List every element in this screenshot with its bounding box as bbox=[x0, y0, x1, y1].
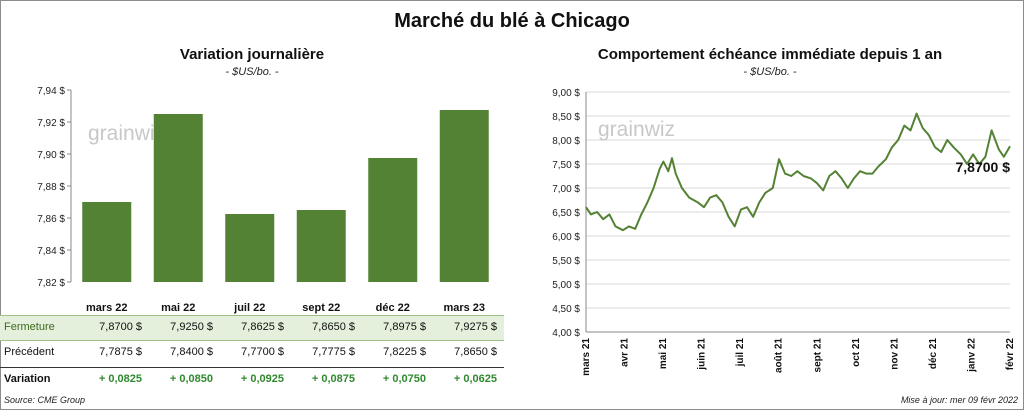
table-cell: 7,7875 $ bbox=[99, 346, 142, 358]
x-tick-label: févr 22 bbox=[1005, 338, 1016, 371]
line-chart-title: Comportement échéance immédiate depuis 1… bbox=[597, 46, 943, 63]
table-cell: 7,8625 $ bbox=[241, 321, 284, 333]
x-tick-label: juin 21 bbox=[697, 338, 708, 371]
bar bbox=[439, 110, 489, 282]
y-tick-label: 9,00 $ bbox=[552, 88, 580, 99]
x-tick-label: mars 22 bbox=[86, 302, 128, 314]
y-tick-label: 7,88 $ bbox=[37, 182, 65, 193]
x-tick-label: juil 21 bbox=[735, 338, 746, 368]
y-tick-label: 7,84 $ bbox=[37, 246, 65, 257]
x-tick-label: mai 22 bbox=[161, 302, 195, 314]
y-tick-label: 4,50 $ bbox=[552, 304, 580, 315]
bar bbox=[296, 210, 346, 282]
y-tick-label: 7,86 $ bbox=[37, 214, 65, 225]
y-tick-label: 8,50 $ bbox=[552, 112, 580, 123]
y-tick-label: 6,00 $ bbox=[552, 232, 580, 243]
bar bbox=[368, 158, 418, 282]
x-tick-label: déc 22 bbox=[376, 302, 410, 314]
bar-chart-subtitle: - $US/bo. - bbox=[225, 66, 279, 78]
x-tick-label: oct 21 bbox=[851, 338, 862, 367]
table-cell: + 0,0925 bbox=[240, 373, 284, 385]
x-tick-label: mars 21 bbox=[581, 338, 592, 376]
table-row-close: Fermeture 7,8700 $ 7,9250 $ 7,8625 $ 7,8… bbox=[0, 315, 504, 341]
table-cell: 7,9250 $ bbox=[170, 321, 213, 333]
line-chart: 4,00 $ 4,50 $ 5,00 $ 5,50 $ 6,00 $ 6,50 $ 7,00… bbox=[552, 88, 1016, 376]
table-cell: 7,8400 $ bbox=[170, 346, 213, 358]
table-cell: 7,8975 $ bbox=[383, 321, 426, 333]
watermark: grainwiz bbox=[598, 118, 675, 141]
y-tick-label: 7,82 $ bbox=[37, 278, 65, 289]
table-cell: 7,7700 $ bbox=[241, 346, 284, 358]
x-tick-label: mars 23 bbox=[443, 302, 485, 314]
x-tick-label: avr 21 bbox=[620, 338, 631, 367]
watermark: grainwiz bbox=[88, 122, 165, 145]
y-tick-label: 7,50 $ bbox=[552, 160, 580, 171]
y-tick-label: 7,00 $ bbox=[552, 184, 580, 195]
table-row-variation: Variation + 0,0825 + 0,0850 + 0,0925 + 0… bbox=[0, 367, 504, 392]
table-cell: + 0,0850 bbox=[169, 373, 213, 385]
bar-chart-title: Variation journalière bbox=[179, 46, 325, 63]
update-note: Mise à jour: mer 09 févr 2022 bbox=[900, 395, 1018, 405]
x-tick-label: nov 21 bbox=[889, 338, 900, 370]
y-tick-label: 5,50 $ bbox=[552, 256, 580, 267]
table-row-previous: Précédent 7,7875 $ 7,8400 $ 7,7700 $ 7,7… bbox=[0, 341, 504, 365]
bar-chart: 7,82 $ 7,84 $ 7,86 $ 7,88 $ 7,90 $ 7,92 $ 7,94… bbox=[37, 86, 489, 314]
x-tick-label: mai 21 bbox=[658, 338, 669, 370]
row-label: Fermeture bbox=[4, 321, 55, 333]
y-tick-label: 6,50 $ bbox=[552, 208, 580, 219]
x-tick-label: janv 22 bbox=[966, 338, 977, 373]
main-title: Marché du blé à Chicago bbox=[394, 10, 630, 32]
x-tick-label: juil 22 bbox=[233, 302, 265, 314]
x-tick-label: août 21 bbox=[774, 338, 785, 373]
source-note: Source: CME Group bbox=[4, 395, 86, 405]
table-cell: + 0,0875 bbox=[311, 373, 355, 385]
x-tick-label: sept 22 bbox=[302, 302, 340, 314]
y-tick-label: 7,94 $ bbox=[37, 86, 65, 97]
table-cell: 7,8700 $ bbox=[99, 321, 142, 333]
y-tick-label: 8,00 $ bbox=[552, 136, 580, 147]
table-cell: + 0,0625 bbox=[453, 373, 497, 385]
table-cell: + 0,0825 bbox=[98, 373, 142, 385]
y-tick-label: 7,90 $ bbox=[37, 150, 65, 161]
row-label: Précédent bbox=[4, 346, 55, 358]
bar bbox=[225, 214, 275, 282]
table-cell: 7,8650 $ bbox=[312, 321, 355, 333]
table-cell: 7,9275 $ bbox=[454, 321, 497, 333]
bar bbox=[82, 202, 132, 282]
x-tick-label: sept 21 bbox=[812, 338, 823, 373]
table-cell: 7,8650 $ bbox=[454, 346, 497, 358]
last-value-label: 7,8700 $ bbox=[956, 159, 1011, 175]
price-line bbox=[585, 112, 1011, 232]
table-cell: 7,7775 $ bbox=[312, 346, 355, 358]
table-cell: 7,8225 $ bbox=[383, 346, 426, 358]
y-tick-label: 5,00 $ bbox=[552, 280, 580, 291]
table-cell: + 0,0750 bbox=[382, 373, 426, 385]
y-tick-label: 7,92 $ bbox=[37, 118, 65, 129]
x-tick-label: déc 21 bbox=[928, 338, 939, 370]
bar bbox=[153, 114, 203, 282]
row-label: Variation bbox=[4, 373, 51, 385]
y-tick-label: 4,00 $ bbox=[552, 328, 580, 339]
line-chart-subtitle: - $US/bo. - bbox=[743, 66, 797, 78]
